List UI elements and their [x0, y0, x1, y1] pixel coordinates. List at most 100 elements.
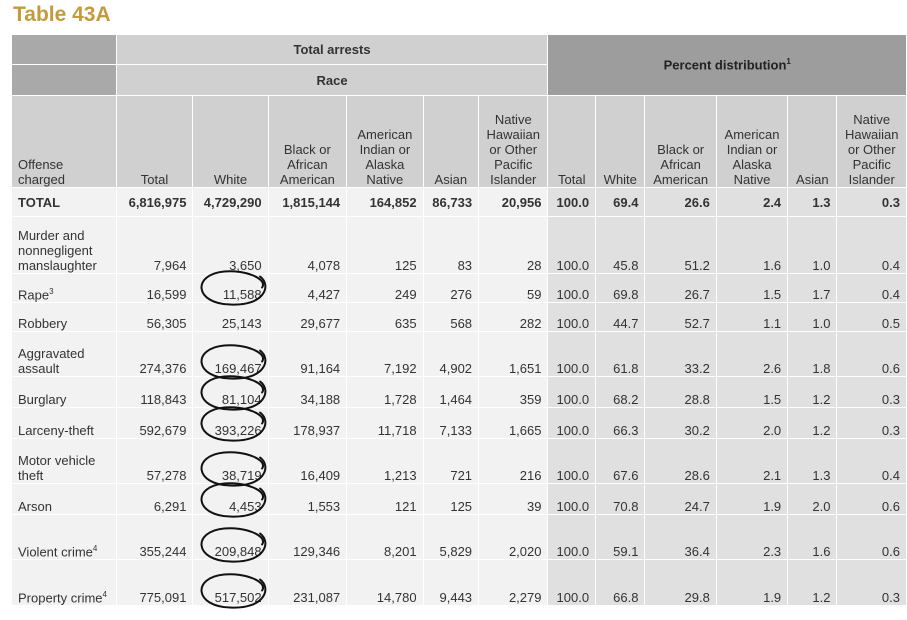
offense-name: Arson	[18, 499, 52, 514]
count-cell: 282	[478, 302, 549, 332]
table-title: Table 43A	[13, 3, 111, 26]
table-row: Burglary 118,843 81,104 34,188 1,728 1,464 359…	[11, 376, 907, 408]
column-header-row: Offense charged Total White Black or Afric…	[11, 95, 907, 188]
count-cell: 775,091	[115, 559, 194, 606]
pct-column-header: Asian	[787, 95, 838, 188]
count-cell: 16,409	[267, 438, 348, 484]
count-column-header: Native Hawaiian or Other Pacific Islande…	[478, 95, 549, 188]
count-cell: 1,651	[478, 331, 549, 377]
table-row: Larceny-theft 592,679 393,226 178,937 11,718…	[11, 407, 907, 439]
count-cell: 7,133	[422, 407, 480, 439]
count-cell: 14,780	[346, 559, 424, 606]
count-cell: 355,244	[115, 514, 194, 560]
count-cell: 11,588	[192, 273, 269, 303]
percent-cell: 1.8	[787, 331, 838, 377]
offense-name: Burglary	[18, 392, 67, 407]
count-cell: 25,143	[192, 302, 269, 332]
percent-cell: 33.2	[644, 331, 717, 377]
count-cell: 91,164	[267, 331, 348, 377]
percent-cell: 0.3	[836, 376, 907, 408]
count-cell: 721	[422, 438, 480, 484]
count-column-header: American Indian or Alaska Native	[346, 95, 424, 188]
percent-cell: 1.1	[715, 302, 789, 332]
percent-cell: 28.8	[644, 376, 717, 408]
count-cell: 4,453	[192, 483, 269, 515]
count-cell: 276	[422, 273, 480, 303]
percent-cell: 1.6	[787, 514, 838, 560]
count-column-header: Black or African American	[267, 95, 348, 188]
percent-cell: 1.6	[715, 216, 789, 274]
percent-cell: 26.6	[644, 187, 717, 217]
footnote-marker: 4	[92, 543, 98, 553]
offense-label: Larceny-theft	[11, 407, 117, 439]
count-cell: 249	[346, 273, 424, 303]
count-cell: 4,078	[267, 216, 348, 274]
offense-label: Murder and nonnegligent manslaughter	[11, 216, 117, 274]
percent-cell: 100.0	[547, 483, 597, 515]
percent-distribution-label: Percent distribution	[663, 57, 787, 73]
footnote-marker: 3	[49, 286, 54, 296]
pct-column-header: Black or African American	[644, 95, 717, 188]
offense-name: TOTAL	[18, 194, 61, 210]
count-cell: 129,346	[267, 514, 348, 560]
count-cell: 216	[478, 438, 549, 484]
pct-column-header: White	[595, 95, 646, 188]
percent-cell: 44.7	[595, 302, 646, 332]
table-row: Aggravated assault 274,376 169,467 91,164 7,…	[11, 331, 907, 377]
percent-cell: 100.0	[547, 331, 597, 377]
percent-cell: 1.2	[787, 407, 838, 439]
table-row: Arson 6,291 4,453 1,553 121 125 39 100.0 70.8 24.…	[11, 483, 907, 515]
percent-cell: 100.0	[547, 438, 597, 484]
count-cell: 59	[478, 273, 549, 303]
table-row: Motor vehicle theft 57,278 38,719 16,409 1,2…	[11, 438, 907, 484]
offense-label: Motor vehicle theft	[11, 438, 117, 484]
percent-cell: 69.8	[595, 273, 646, 303]
footnote-marker: 1	[786, 57, 791, 67]
count-cell: 1,213	[346, 438, 424, 484]
percent-cell: 0.6	[836, 483, 907, 515]
count-cell: 57,278	[115, 438, 194, 484]
offense-name: Violent crime	[18, 544, 93, 559]
percent-cell: 36.4	[644, 514, 717, 560]
percent-cell: 1.9	[715, 559, 789, 606]
count-cell: 4,427	[267, 273, 348, 303]
percent-cell: 24.7	[644, 483, 717, 515]
percent-cell: 29.8	[644, 559, 717, 606]
percent-cell: 2.4	[715, 187, 789, 217]
count-cell: 121	[346, 483, 424, 515]
count-cell: 4,729,290	[192, 187, 269, 217]
offense-name: Aggravated assault	[18, 346, 85, 376]
offense-label: Robbery	[11, 302, 117, 332]
percent-cell: 1.3	[787, 187, 838, 217]
corner-cell-2	[11, 64, 117, 96]
percent-cell: 1.2	[787, 376, 838, 408]
percent-cell: 1.9	[715, 483, 789, 515]
percent-cell: 1.3	[787, 438, 838, 484]
percent-distribution-header: Percent distribution1	[547, 34, 907, 96]
count-cell: 393,226	[192, 407, 269, 439]
percent-cell: 1.7	[787, 273, 838, 303]
count-cell: 2,279	[478, 559, 549, 606]
pct-column-header: Native Hawaiian or Other Pacific Islande…	[836, 95, 907, 188]
count-cell: 81,104	[192, 376, 269, 408]
count-cell: 29,677	[267, 302, 348, 332]
count-cell: 1,815,144	[267, 187, 348, 217]
offense-label: Rape3	[11, 273, 117, 303]
offense-name: Rape	[18, 287, 50, 302]
percent-cell: 100.0	[547, 187, 597, 217]
count-cell: 83	[422, 216, 480, 274]
offense-name: Motor vehicle theft	[18, 453, 96, 483]
percent-cell: 100.0	[547, 302, 597, 332]
offense-label: Property crime4	[11, 559, 117, 606]
count-cell: 359	[478, 376, 549, 408]
percent-cell: 61.8	[595, 331, 646, 377]
offense-label: Burglary	[11, 376, 117, 408]
table-row: Murder and nonnegligent manslaughter 7,96…	[11, 216, 907, 274]
footnote-marker: 4	[102, 589, 107, 599]
count-cell: 169,467	[192, 331, 269, 377]
percent-cell: 0.5	[836, 302, 907, 332]
count-cell: 4,902	[422, 331, 480, 377]
percent-cell: 69.4	[595, 187, 646, 217]
percent-cell: 0.4	[836, 216, 907, 274]
corner-cell	[11, 34, 117, 65]
